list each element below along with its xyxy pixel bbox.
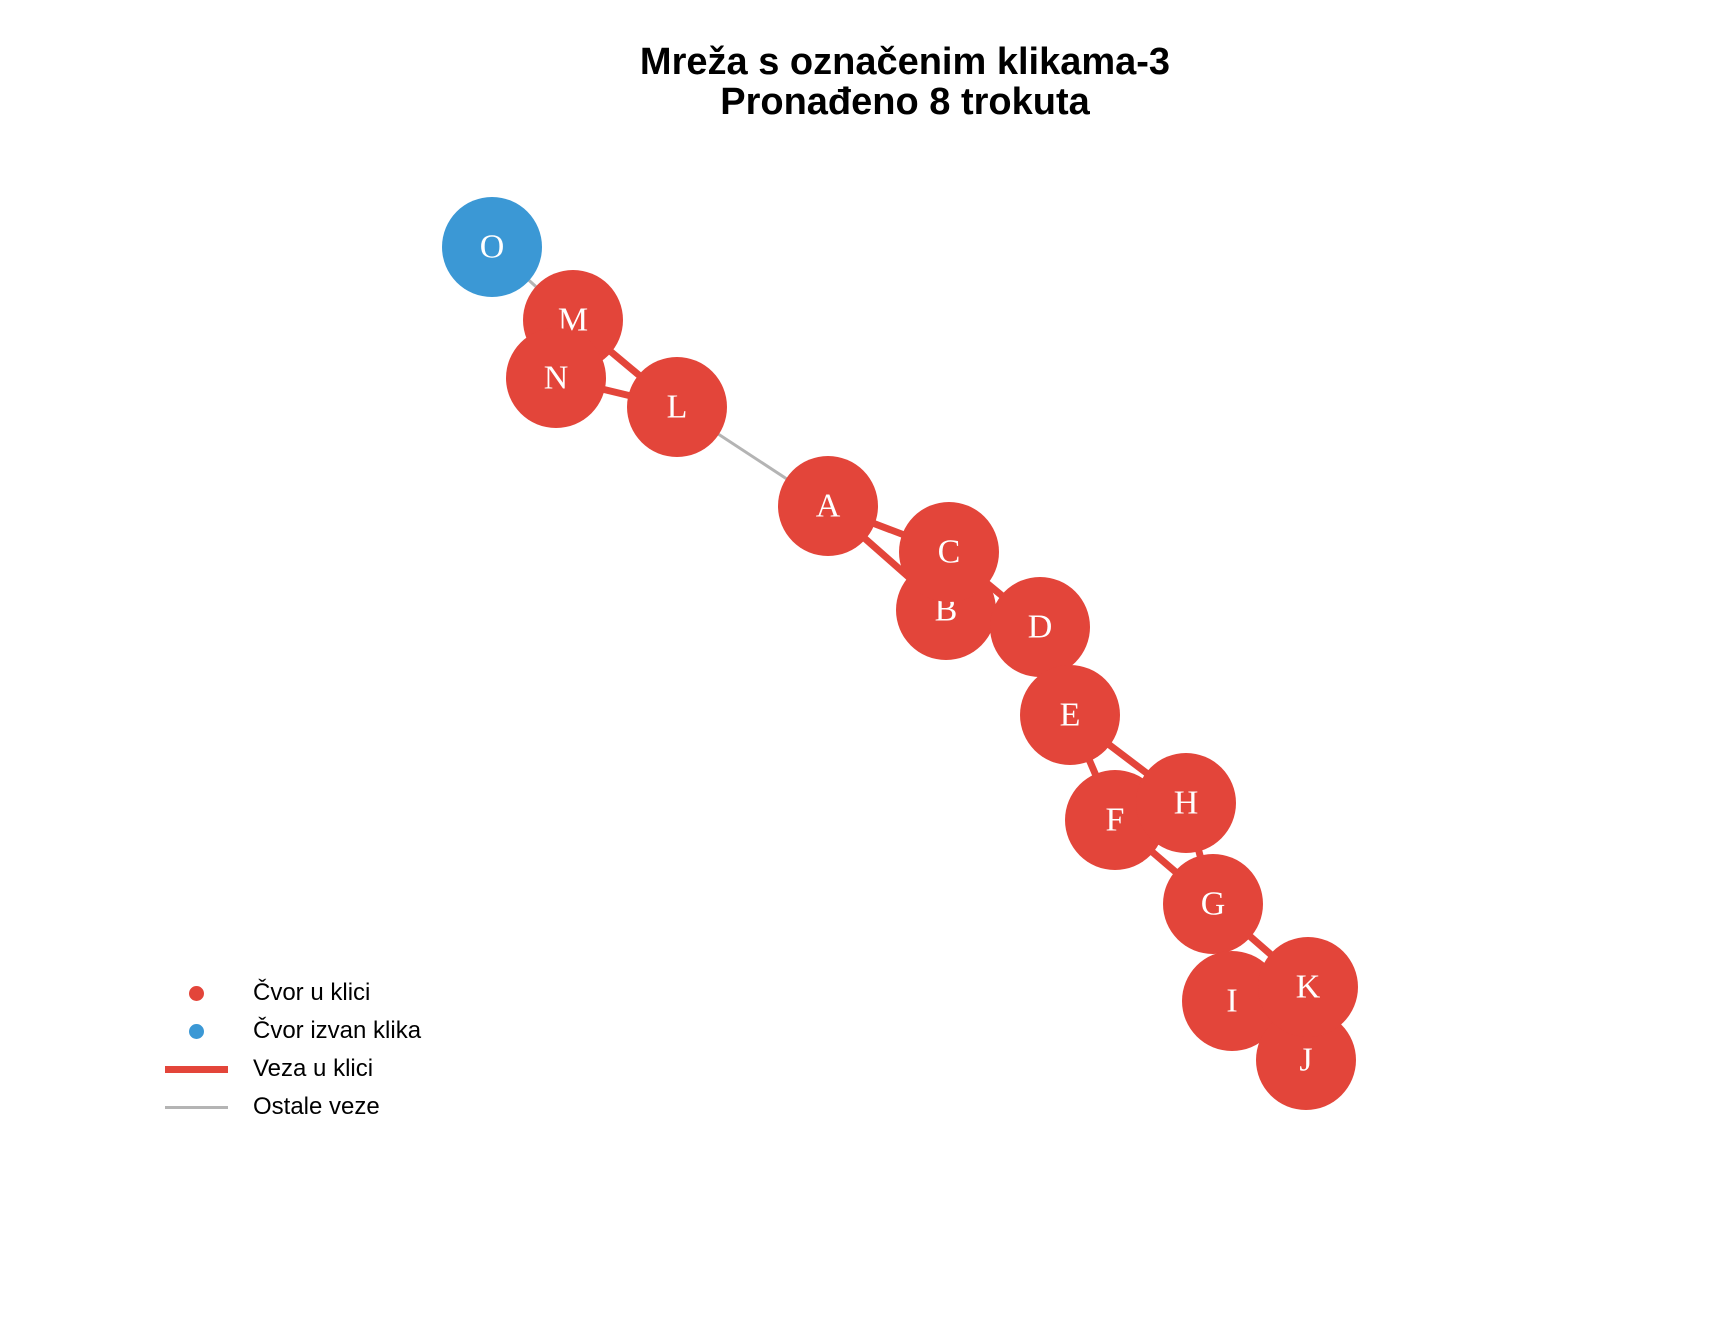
node-circle-N xyxy=(506,328,606,428)
legend-item-clique-node: Čvor u klici xyxy=(165,974,421,1012)
legend-swatch-area xyxy=(165,1105,228,1109)
node-label-A: A xyxy=(816,488,841,525)
non-clique-node-dot-icon xyxy=(189,1023,204,1039)
node-L: L xyxy=(627,357,727,457)
node-C: C xyxy=(899,502,999,602)
node-circle-G xyxy=(1163,854,1263,954)
node-J: J xyxy=(1256,1010,1356,1110)
node-H: H xyxy=(1136,753,1236,853)
clique-node-dot-icon xyxy=(189,985,204,1001)
node-circle-A xyxy=(778,456,878,556)
node-label-O: O xyxy=(480,229,505,266)
legend-swatch-area xyxy=(165,985,228,1001)
node-circle-J xyxy=(1256,1010,1356,1110)
node-circle-D xyxy=(990,577,1090,677)
node-label-I: I xyxy=(1226,983,1237,1020)
chart-title: Mreža s označenim klikama-3 Pronađeno 8 … xyxy=(640,42,1170,122)
node-K: K xyxy=(1258,937,1358,1037)
node-label-C: C xyxy=(938,534,961,571)
node-label-J: J xyxy=(1299,1042,1312,1079)
legend-label: Čvor izvan klika xyxy=(253,1017,422,1044)
node-circle-K xyxy=(1258,937,1358,1037)
node-label-H: H xyxy=(1174,785,1199,822)
node-label-E: E xyxy=(1060,697,1081,734)
legend-swatch-area xyxy=(165,1023,228,1039)
node-I: I xyxy=(1182,951,1282,1051)
node-circle-E xyxy=(1020,665,1120,765)
legend-label: Veza u klici xyxy=(253,1055,374,1082)
legend-swatch-area xyxy=(165,1065,228,1073)
legend: Čvor u klici Čvor izvan klika Veza u kli… xyxy=(165,974,421,1126)
node-circle-I xyxy=(1182,951,1282,1051)
legend-label: Ostale veze xyxy=(253,1093,380,1120)
node-label-F: F xyxy=(1106,802,1125,839)
node-D: D xyxy=(990,577,1090,677)
node-label-D: D xyxy=(1028,609,1053,646)
node-A: A xyxy=(778,456,878,556)
legend-item-non-clique-node: Čvor izvan klika xyxy=(165,1012,421,1050)
chart-title-line1: Mreža s označenim klikama-3 xyxy=(639,41,1171,83)
node-E: E xyxy=(1020,665,1120,765)
legend-item-other-edge: Ostale veze xyxy=(165,1088,421,1126)
node-O: O xyxy=(442,197,542,297)
node-label-N: N xyxy=(544,360,569,397)
legend-label: Čvor u klici xyxy=(253,979,371,1006)
clique-edge-line-icon xyxy=(165,1065,228,1073)
legend-item-clique-edge: Veza u klici xyxy=(165,1050,421,1088)
node-circle-C xyxy=(899,502,999,602)
node-circle-H xyxy=(1136,753,1236,853)
other-edge-line-icon xyxy=(165,1105,228,1109)
node-G: G xyxy=(1163,854,1263,954)
node-label-G: G xyxy=(1201,886,1226,923)
node-circle-O xyxy=(442,197,542,297)
node-label-L: L xyxy=(667,389,688,426)
node-label-K: K xyxy=(1296,969,1321,1006)
node-N: N xyxy=(506,328,606,428)
node-circle-L xyxy=(627,357,727,457)
chart-title-line2: Pronađeno 8 trokuta xyxy=(720,81,1090,123)
